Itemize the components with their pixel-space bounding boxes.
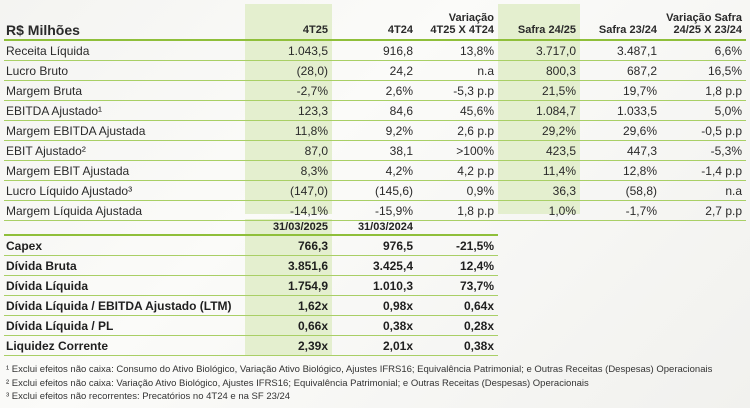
income-table-header: R$ Milhões 4T25 4T24 Variação 4T25 X 4T24… xyxy=(4,4,746,41)
table-row: Margem Líquida Ajustada -14,1% -15,9% 1,8 p… xyxy=(4,200,746,221)
footnote-3: ³ Exclui efeitos não recorrentes: Precat… xyxy=(6,391,291,402)
footnote-2: ² Exclui efeitos não caixa: Variação Ati… xyxy=(6,377,589,389)
header-date-2025: 31/03/2025 xyxy=(245,219,332,236)
table-row: Margem Bruta -2,7% 2,6% -5,3 p.p 21,5% 19,7% 1… xyxy=(4,80,746,101)
table-row: Dívida Líquida / PL 0,66x 0,38x 0,28x xyxy=(4,315,498,336)
table-row: EBITDA Ajustado¹ 123,3 84,6 45,6% 1.084,7 1.0… xyxy=(4,100,746,121)
balance-table: 31/03/2025 31/03/2024 Capex 766,3 976,5 -21… xyxy=(4,219,498,356)
header-4t24: 4T24 xyxy=(332,4,417,41)
table-row: Lucro Bruto (28,0) 24,2 n.a 800,3 687,2 16,5% xyxy=(4,60,746,81)
header-variacao: Variação 4T25 X 4T24 xyxy=(417,4,498,41)
header-label: R$ Milhões xyxy=(4,4,245,41)
table-row: Dívida Bruta 3.851,6 3.425,4 12,4% xyxy=(4,255,498,276)
table-row: Dívida Líquida 1.754,9 1.010,3 73,7% xyxy=(4,275,498,296)
table-row: Liquidez Corrente 2,39x 2,01x 0,38x xyxy=(4,335,498,356)
table-row: Capex 766,3 976,5 -21,5% xyxy=(4,235,498,256)
header-safra-2425: Safra 24/25 xyxy=(498,4,580,41)
header-variacao-safra: Variação Safra 24/25 X 23/24 xyxy=(661,4,746,41)
income-table: R$ Milhões 4T25 4T24 Variação 4T25 X 4T24… xyxy=(4,4,746,221)
table-row: EBIT Ajustado² 87,0 38,1 >100% 423,5 447,3 -5,… xyxy=(4,140,746,161)
table-row: Margem EBIT Ajustada 8,3% 4,2% 4,2 p.p 11,4%… xyxy=(4,160,746,181)
table-row: Margem EBITDA Ajustada 11,8% 9,2% 2,6 p.p 29… xyxy=(4,120,746,141)
table-row: Dívida Líquida / EBITDA Ajustado (LTM) 1,… xyxy=(4,295,498,316)
table-row: Lucro Líquido Ajustado³ (147,0) (145,6) 0,9… xyxy=(4,180,746,201)
footnote-1: ¹ Exclui efeitos não caixa: Consumo do A… xyxy=(6,364,713,375)
header-4t25: 4T25 xyxy=(245,4,332,41)
header-safra-2324: Safra 23/24 xyxy=(580,4,661,41)
header-date-2024: 31/03/2024 xyxy=(332,219,417,236)
balance-table-header: 31/03/2025 31/03/2024 xyxy=(4,219,498,236)
footnotes: ¹ Exclui efeitos não caixa: Consumo do A… xyxy=(6,363,712,404)
table-row: Receita Líquida 1.043,5 916,8 13,8% 3.717,0 3… xyxy=(4,40,746,61)
